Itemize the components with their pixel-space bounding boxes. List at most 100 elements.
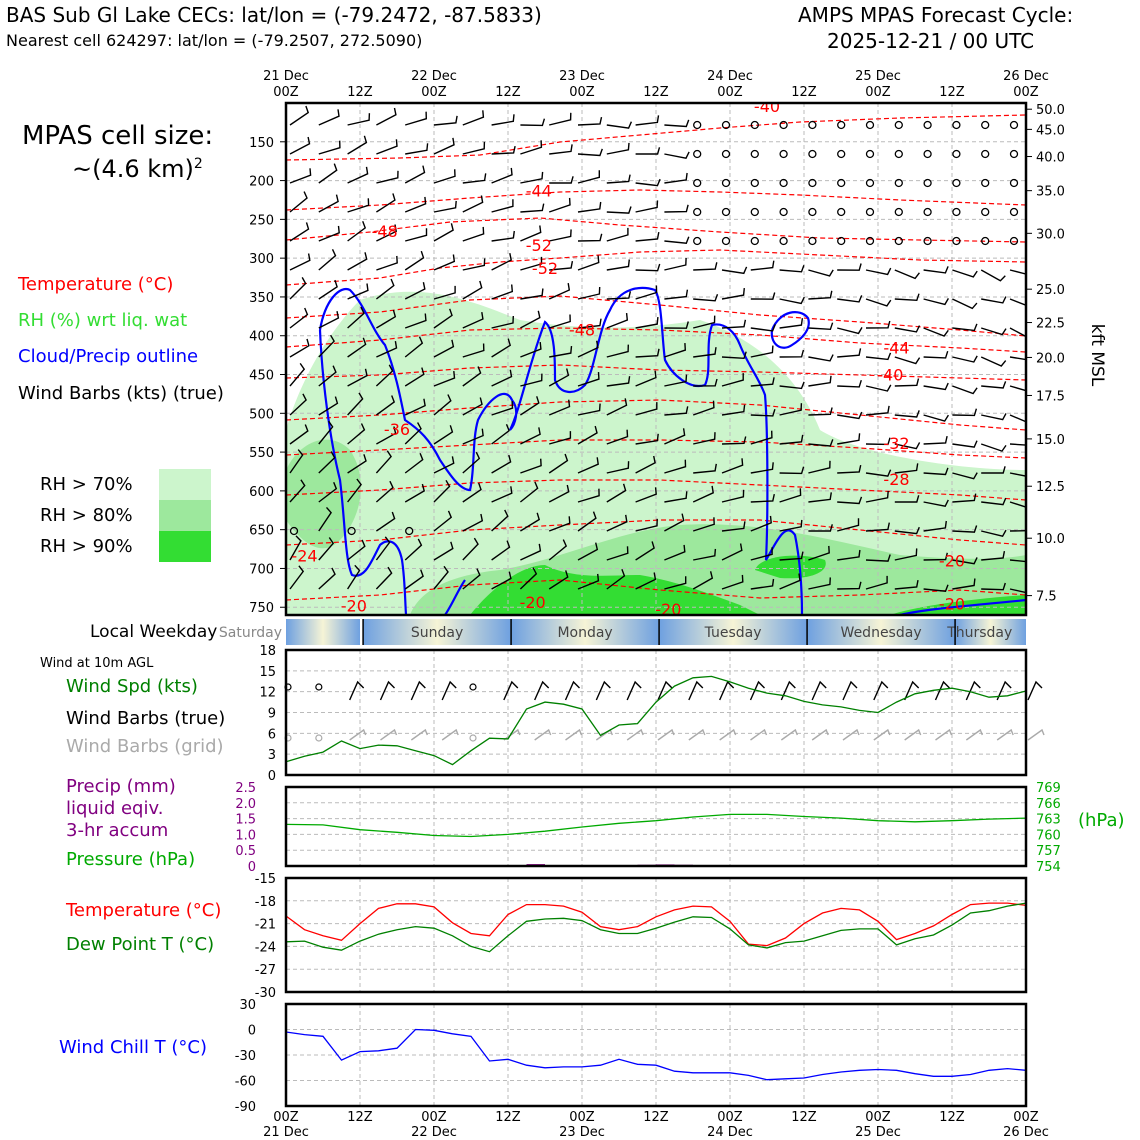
wind-barb (952, 323, 978, 332)
wind-barb-grid (750, 728, 768, 741)
wind-barb (981, 381, 1007, 389)
wind-barb (865, 384, 892, 392)
wind-barb (1009, 327, 1026, 338)
wind-barb (750, 408, 776, 417)
temperature-contour-label: -40 (754, 97, 780, 116)
wind-barb (692, 571, 714, 590)
wind-barb (289, 253, 311, 271)
wind-barb (808, 545, 830, 561)
wind-barb (606, 121, 633, 129)
wind-barb (1009, 443, 1026, 446)
wind-barb (1009, 385, 1026, 392)
precip-panel-bg (286, 787, 1026, 866)
chart-subtitle: Nearest cell 624297: lat/lon = (-79.2507… (6, 31, 423, 50)
wind-barb (837, 327, 863, 335)
wind-barb-calm (779, 207, 788, 217)
wind-barb (779, 403, 803, 416)
kft-tick-label: 25.0 (1036, 283, 1065, 298)
wind-barb-calm (923, 207, 932, 217)
wind-barb (577, 170, 600, 184)
wind-barb (635, 178, 661, 187)
wind-speed-line (285, 675, 1027, 766)
wind-barb (347, 423, 366, 445)
wind-barb-calm (721, 236, 731, 246)
wind-barb (664, 236, 690, 244)
wind-barb-calm (837, 178, 846, 188)
wind-barb (491, 253, 512, 271)
wind-barb-grid (719, 728, 737, 741)
bottom-hour-label: 00Z (1013, 1110, 1039, 1125)
wind-barb (520, 427, 541, 445)
wind-barb (491, 571, 512, 590)
wind-barb (865, 437, 891, 446)
bottom-hour-label: 12Z (495, 1110, 521, 1125)
rh80-region (286, 439, 361, 549)
wind-barb-calm (347, 526, 356, 536)
wind-barb (693, 378, 718, 387)
wind-barb (1009, 501, 1026, 508)
wind-barb (520, 373, 543, 387)
windchill-tick-label: 0 (248, 1024, 256, 1039)
wind-barb (693, 463, 717, 474)
wind-barb (779, 488, 802, 503)
wind-barb (750, 493, 775, 503)
top-hour-label: 00Z (865, 85, 891, 100)
top-hour-label: 00Z (273, 85, 299, 100)
legend-rh70-swatch (159, 469, 211, 500)
wind-barb-grid (1027, 728, 1045, 741)
top-day-label: 21 Dec (263, 69, 309, 84)
wind-barb-grid-calm (315, 734, 323, 742)
kft-axis-label: kft MSL (1087, 324, 1107, 387)
wind-barb (837, 263, 862, 271)
wind-barb (548, 399, 571, 416)
wind-barb-calm (923, 120, 932, 130)
wind-barb-true (965, 680, 981, 701)
wind-barb-calm (981, 149, 990, 159)
wind-barb (981, 413, 1007, 421)
wind-barb-calm (865, 236, 875, 246)
temperature-contour-label: -28 (883, 470, 909, 489)
top-hour-label: 00Z (421, 85, 447, 100)
cross-section-panel: -40 -44 -48 -52 -52 -48 -44 -40 -36 -32 -28 -24 -20 -… (249, 69, 1107, 617)
wind-barb (606, 174, 631, 184)
weekday-cell (286, 619, 360, 645)
wind-barb-calm (865, 120, 875, 130)
wind-barb (347, 392, 364, 416)
wind-barb (376, 170, 399, 184)
pressure-tick-label: 760 (1036, 828, 1061, 843)
wind-barb-grid (842, 728, 860, 741)
wind-barb (865, 267, 892, 276)
wind-barb (318, 396, 339, 416)
wind-barb-grid (688, 728, 706, 741)
bottom-hour-label: 12Z (643, 1110, 669, 1125)
legend-cloud-outline: Cloud/Precip outline (18, 346, 199, 367)
wind-barb (865, 469, 892, 477)
weekday-cell (511, 619, 660, 645)
bottom-hour-label: 00Z (569, 1110, 595, 1125)
temperature-contour-label: -32 (883, 434, 909, 453)
wind-barb (693, 347, 717, 358)
wind-barb (289, 338, 310, 358)
wind-barb (318, 481, 338, 503)
wind-barb (606, 514, 628, 532)
wind-barb-calm (693, 149, 702, 159)
precip-tick-label: 0 (248, 860, 256, 875)
wind-barb-calm (750, 207, 759, 217)
wind-barb (923, 499, 949, 507)
wind-barb (635, 572, 657, 590)
pressure-tick-label: 150 (249, 136, 274, 151)
wind-barb-calm (721, 120, 731, 130)
wind-barb (865, 298, 892, 307)
legend-temperature-2m: Temperature (°C) (66, 900, 222, 921)
wind-barb (865, 320, 891, 329)
chart-title: BAS Sub Gl Lake CECs: lat/lon = (-79.247… (6, 3, 542, 27)
wind-barb (289, 222, 310, 242)
wind-barb (894, 378, 920, 387)
wind-barb (750, 260, 775, 271)
wind-barb (404, 398, 426, 416)
wind-barb-true (688, 680, 704, 701)
bottom-day-label: 24 Dec (707, 1125, 753, 1140)
wind-barb (635, 115, 660, 126)
wind-barb-calm (865, 178, 875, 188)
